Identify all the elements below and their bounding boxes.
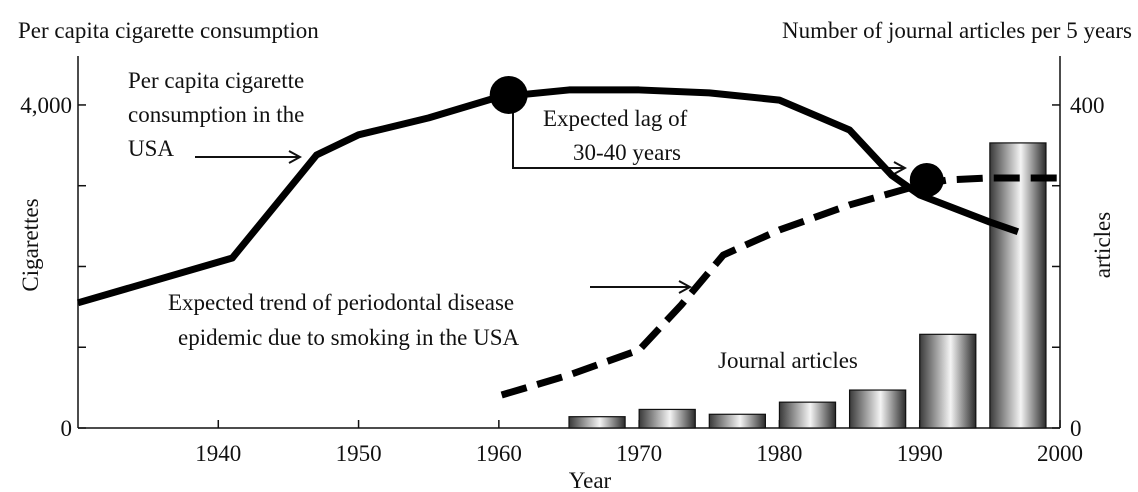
y2-axis-label: articles (1090, 212, 1115, 278)
lag-arrow (512, 100, 905, 168)
bar (708, 413, 766, 429)
bar (778, 401, 837, 429)
x-axis-label: Year (569, 468, 612, 492)
bar (568, 416, 626, 429)
x-tick-label: 1990 (897, 441, 943, 466)
annotation: USA (128, 136, 174, 161)
line-series (500, 174, 1060, 399)
x-tick-label: 1950 (336, 441, 382, 466)
line-series (77, 86, 1020, 307)
x-tick-label: 2000 (1037, 441, 1083, 466)
y2-title: Number of journal articles per 5 years (782, 18, 1132, 43)
bar (638, 408, 696, 429)
y-axis-label: Cigarettes (18, 198, 43, 291)
x-tick-label: 1980 (756, 441, 802, 466)
y-tick-label: 4,000 (20, 93, 72, 118)
annotation: Expected trend of periodontal disease (168, 290, 514, 315)
annotation: Expected lag of (543, 106, 688, 131)
x-tick-label: 1960 (476, 441, 522, 466)
x-tick-label: 1940 (195, 441, 241, 466)
annotation: epidemic due to smoking in the USA (178, 325, 520, 350)
point (489, 75, 528, 114)
y-tick-label: 0 (61, 416, 73, 441)
y2-tick-label: 400 (1070, 93, 1105, 118)
annotation: Per capita cigarette (128, 68, 304, 93)
annotation: consumption in the (128, 102, 304, 127)
bar (919, 333, 977, 429)
bar (989, 142, 1047, 429)
x-tick-label: 1970 (616, 441, 662, 466)
chart-title: Per capita cigarette consumption (18, 18, 319, 43)
y2-tick-label: 0 (1070, 416, 1082, 441)
annotation: 30-40 years (573, 140, 681, 165)
bar (848, 389, 907, 429)
annotation: Journal articles (718, 348, 858, 373)
point (909, 162, 944, 197)
